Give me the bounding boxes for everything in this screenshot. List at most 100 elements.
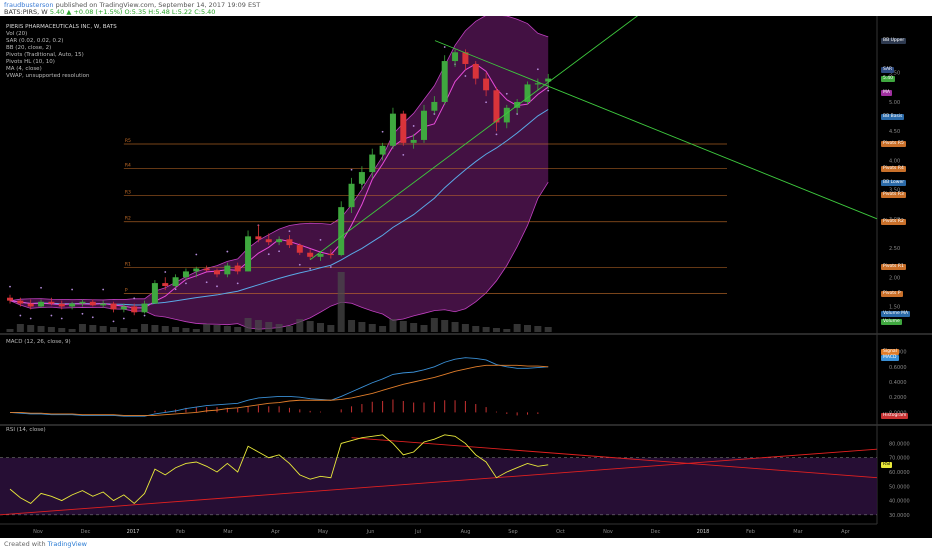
volume-bar [472, 326, 480, 332]
price-tick-label: 4.00 [889, 158, 900, 164]
indicator-ma[interactable]: MA (4, close) [6, 66, 42, 72]
volume-bar [503, 329, 511, 332]
time-tick-label: Dec [81, 529, 91, 535]
candle-body [514, 101, 521, 108]
header-bar: fraudbusterson published on TradingView.… [0, 0, 932, 16]
volume-bar [6, 329, 14, 332]
volume-bar [513, 324, 521, 332]
ohlc-values: O:5.35 H:5.48 L:5.22 C:5.40 [124, 8, 216, 16]
rsi-legend[interactable]: RSI (14, close) [6, 427, 46, 433]
candle-body [214, 270, 220, 275]
candle-body [462, 52, 469, 64]
time-tick-label: 2018 [697, 529, 710, 535]
sar-dot [174, 288, 177, 291]
symbol-line: BATS:PIRS, W 5.40 ▲ +0.08 (+1.5%) O:5.35… [4, 8, 215, 16]
sar-dot [122, 317, 125, 320]
sar-dot [50, 314, 53, 317]
volume-bar [492, 328, 500, 332]
candle-body [141, 303, 148, 313]
candle-body [172, 277, 179, 287]
volume-bar [99, 326, 107, 332]
indicator-bb[interactable]: BB (20, close, 2) [6, 45, 52, 51]
indicator-sar[interactable]: SAR (0.02, 0.02, 0.2) [6, 38, 64, 44]
volume-bar [285, 326, 293, 332]
volume-bar [410, 323, 418, 332]
sar-dot [536, 68, 539, 71]
macd-legend[interactable]: MACD (12, 26, close, 9) [6, 339, 71, 345]
volume-bar [420, 325, 428, 332]
volume-bar [327, 325, 335, 332]
sar-dot [40, 286, 42, 289]
volume-bar [368, 324, 376, 332]
sar-dot [547, 89, 550, 92]
volume-bar [203, 324, 211, 332]
sar-dot [226, 250, 229, 253]
candle-body [265, 239, 272, 243]
candle-body [224, 265, 231, 275]
rsi-tick-label: 30.0000 [889, 513, 910, 519]
candle-body [58, 303, 65, 307]
volume-bar [213, 325, 221, 332]
trendline-resistance [434, 40, 878, 220]
price-tag: 5.40 [881, 75, 896, 82]
volume-bar [223, 326, 231, 332]
indicator-vol[interactable]: Vol (20) [6, 31, 28, 37]
time-tick-label: Oct [556, 529, 565, 535]
author-link[interactable]: fraudbusterson [4, 1, 54, 9]
sar-dot [402, 153, 405, 156]
volume-bar [47, 327, 55, 332]
sar-dot [443, 46, 446, 48]
rsi-tick-label: 70.0000 [889, 456, 910, 462]
indicator-pivots[interactable]: Pivots (Traditional, Auto, 15) [6, 52, 84, 58]
candle-body [203, 268, 210, 271]
price-tag: SAR [881, 66, 895, 73]
chart-area[interactable]: PR1R2R3R4R51.502.002.503.003.504.004.505… [0, 16, 932, 538]
price-tag: Pivots P [881, 290, 903, 297]
candle-body [369, 154, 376, 173]
candle-body [245, 236, 252, 272]
macd-tag: Histogram [881, 413, 909, 420]
publish-info: published on TradingView.com, September … [55, 1, 261, 9]
volume-bar [58, 328, 66, 332]
candle-body [389, 113, 396, 146]
candle-body [534, 83, 541, 85]
price-tag: Volume [881, 319, 902, 325]
candle-body [120, 306, 127, 310]
candle-body [89, 301, 96, 306]
volume-bar [120, 328, 128, 332]
time-tick-label: 2017 [127, 529, 140, 535]
sar-dot [9, 285, 11, 288]
chart-canvas[interactable]: PR1R2R3R4R51.502.002.503.003.504.004.505… [0, 16, 932, 538]
rsi-resistance-trendline [351, 437, 878, 479]
pivot-label-r1: R1 [125, 261, 131, 267]
candle-body [452, 52, 459, 62]
sar-dot [485, 101, 487, 104]
sar-dot [60, 317, 63, 320]
indicator-pivots-hl[interactable]: Pivots HL (10, 10) [6, 59, 55, 65]
time-tick-label: Nov [603, 529, 613, 535]
bollinger-band-fill [10, 16, 549, 330]
footer: Created with TradingView [0, 538, 932, 550]
price-tag: Volume MA [881, 311, 911, 317]
macd-tag: Signal [881, 348, 899, 355]
rsi-tag: RSI [881, 461, 893, 468]
volume-bar [89, 325, 97, 332]
sar-dot [205, 281, 208, 284]
volume-bar [348, 320, 356, 332]
time-tick-label: Feb [746, 529, 755, 535]
candle-body [69, 303, 76, 307]
volume-bar [461, 324, 469, 332]
volume-bar [244, 318, 252, 332]
sar-dot [91, 316, 94, 319]
candle-body [255, 236, 262, 240]
symbol-label: BATS:PIRS, W [4, 8, 48, 16]
bb-upper-line [9, 16, 549, 302]
time-tick-label: Aug [461, 529, 471, 535]
volume-bar [524, 325, 531, 332]
tradingview-logo[interactable]: TradingView [47, 540, 87, 548]
candle-body [431, 101, 438, 111]
price-tag: Pivots R2 [881, 218, 906, 225]
sar-dot [102, 288, 105, 291]
indicator-vwap[interactable]: VWAP, unsupported resolution [6, 73, 90, 79]
sar-dot [350, 168, 353, 171]
